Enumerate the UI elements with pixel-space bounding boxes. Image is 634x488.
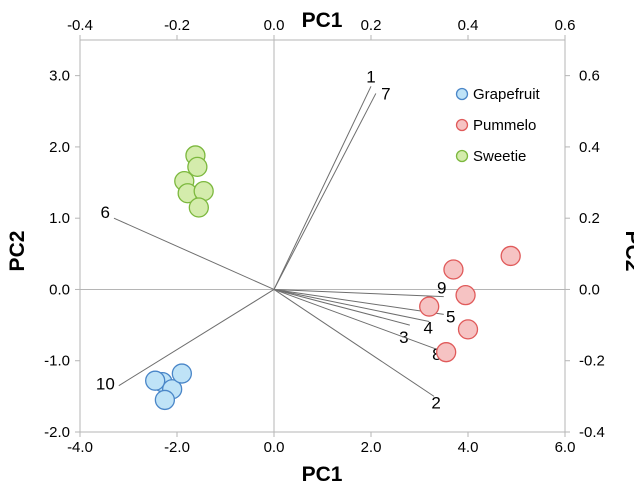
x-tick-label-top: 0.4 bbox=[458, 17, 479, 34]
y-tick-label-right: 0.6 bbox=[579, 68, 600, 85]
y-tick-label-right: -0.4 bbox=[579, 424, 605, 441]
loading-label: 7 bbox=[381, 84, 390, 103]
loading-label: 1 bbox=[366, 67, 375, 86]
data-point bbox=[455, 285, 476, 306]
loading-vector bbox=[113, 217, 275, 290]
data-point bbox=[188, 197, 209, 218]
loading-label: 5 bbox=[446, 307, 455, 326]
legend-marker bbox=[455, 87, 469, 101]
plot-frame bbox=[79, 39, 566, 433]
x-axis-title-top: PC1 bbox=[302, 9, 343, 32]
x-tick-label-bottom: 6.0 bbox=[555, 439, 576, 456]
legend-marker bbox=[455, 149, 469, 163]
x-tick-label-top: 0.2 bbox=[361, 17, 382, 34]
x-tick-label-top: -0.2 bbox=[164, 17, 190, 34]
series-sweetie bbox=[174, 145, 214, 218]
x-tick-label-bottom: 0.0 bbox=[264, 439, 285, 456]
loading-vector bbox=[273, 288, 440, 351]
data-point bbox=[443, 259, 464, 280]
y-tick-label-left: 3.0 bbox=[49, 68, 70, 85]
data-point bbox=[171, 363, 193, 384]
points-layer bbox=[145, 145, 521, 411]
series-grapefruit bbox=[145, 363, 193, 411]
loading-vector bbox=[273, 93, 377, 290]
legend-label: Pummelo bbox=[473, 117, 536, 134]
legend: Grapefruit Pummelo Sweetie bbox=[455, 86, 541, 165]
y-tick-label-left: -2.0 bbox=[44, 424, 70, 441]
y-tick-label-right: 0.0 bbox=[579, 281, 600, 298]
x-tick-label-top: -0.4 bbox=[67, 17, 93, 34]
axes-layer: -4.0 -2.0 0.0 2.0 4.0 6.0-0.4 -0.2 0.0 0.2 0.4 0.6… bbox=[44, 17, 605, 456]
data-point bbox=[500, 245, 521, 267]
x-tick-label-top: 0.0 bbox=[264, 17, 285, 34]
loading-vector bbox=[273, 289, 435, 397]
x-tick-label-bottom: 4.0 bbox=[458, 439, 479, 456]
data-point bbox=[457, 319, 479, 340]
data-point bbox=[145, 370, 166, 391]
y-axis-title-right: PC2 bbox=[621, 231, 634, 272]
data-point bbox=[187, 156, 208, 178]
y-tick-label-left: 1.0 bbox=[49, 210, 70, 227]
y-tick-label-right: -0.2 bbox=[579, 353, 605, 370]
data-point bbox=[436, 342, 457, 363]
loading-label: 6 bbox=[100, 203, 109, 222]
x-tick-label-bottom: -2.0 bbox=[164, 439, 190, 456]
y-tick-label-left: 2.0 bbox=[49, 139, 70, 156]
loading-vector bbox=[273, 288, 430, 323]
y-tick-label-left: -1.0 bbox=[44, 353, 70, 370]
x-tick-label-top: 0.6 bbox=[555, 17, 576, 34]
loading-label: 2 bbox=[431, 393, 440, 412]
data-point bbox=[154, 389, 176, 411]
loading-vector bbox=[273, 288, 410, 326]
x-axis-title-bottom: PC1 bbox=[302, 463, 343, 486]
loading-vector bbox=[273, 288, 444, 315]
data-point bbox=[419, 296, 440, 317]
legend-label: Sweetie bbox=[473, 148, 526, 165]
loadings-layer: 17695438210 bbox=[96, 67, 456, 412]
loading-vector bbox=[118, 289, 275, 387]
x-tick-label-bottom: 2.0 bbox=[361, 439, 382, 456]
legend-label: Grapefruit bbox=[473, 86, 541, 103]
series-pummelo bbox=[419, 245, 521, 363]
loading-label: 9 bbox=[437, 279, 446, 298]
loading-label: 10 bbox=[96, 375, 115, 394]
loading-label: 4 bbox=[423, 319, 432, 338]
y-tick-label-right: 0.4 bbox=[579, 139, 600, 156]
x-tick-label-bottom: -4.0 bbox=[67, 439, 93, 456]
y-tick-label-left: 0.0 bbox=[49, 281, 70, 298]
loading-vector bbox=[273, 288, 444, 298]
y-axis-title-left: PC2 bbox=[6, 231, 29, 272]
y-tick-label-right: 0.2 bbox=[579, 210, 600, 227]
legend-marker bbox=[455, 118, 469, 132]
loading-vector bbox=[273, 86, 372, 290]
